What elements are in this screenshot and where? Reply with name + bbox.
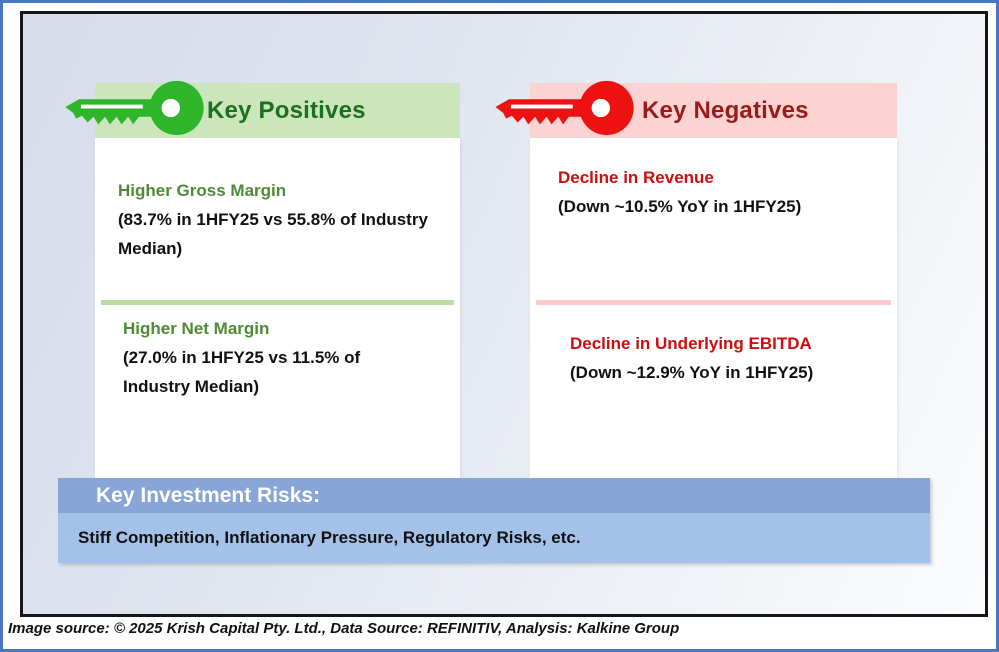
risks-header-text: Key Investment Risks: xyxy=(96,483,321,507)
risks-detail-text: Stiff Competition, Inflationary Pressure… xyxy=(78,528,581,547)
risks-body-banner: Stiff Competition, Inflationary Pressure… xyxy=(58,513,930,563)
negatives-card: Decline in Revenue (Down ~10.5% YoY in 1… xyxy=(530,138,897,478)
negative-item: Decline in Revenue (Down ~10.5% YoY in 1… xyxy=(558,163,888,221)
positive-item: Higher Net Margin (27.0% in 1HFY25 vs 11… xyxy=(123,314,409,401)
risks-header-banner: Key Investment Risks: xyxy=(58,478,930,513)
positive-item-title: Higher Net Margin xyxy=(123,319,270,338)
negatives-header: Key Negatives xyxy=(642,96,809,124)
green-key-icon xyxy=(65,80,204,136)
negative-item-detail: (Down ~10.5% YoY in 1HFY25) xyxy=(558,197,802,216)
positives-header: Key Positives xyxy=(207,96,366,124)
negative-item-title: Decline in Underlying EBITDA xyxy=(570,334,812,353)
negative-item-detail: (Down ~12.9% YoY in 1HFY25) xyxy=(570,363,814,382)
green-divider xyxy=(101,300,454,305)
positives-card: Higher Gross Margin (83.7% in 1HFY25 vs … xyxy=(95,138,460,478)
positive-item-detail: (27.0% in 1HFY25 vs 11.5% of Industry Me… xyxy=(123,348,361,396)
positive-item-title: Higher Gross Margin xyxy=(118,181,287,200)
image-source-note: Image source: © 2025 Krish Capital Pty. … xyxy=(8,620,680,637)
positive-item: Higher Gross Margin (83.7% in 1HFY25 vs … xyxy=(118,176,454,263)
red-key-icon xyxy=(495,80,634,136)
positive-item-detail: (83.7% in 1HFY25 vs 55.8% of Industry Me… xyxy=(118,210,428,258)
pink-divider xyxy=(536,300,891,305)
negative-item: Decline in Underlying EBITDA (Down ~12.9… xyxy=(570,329,900,387)
negative-item-title: Decline in Revenue xyxy=(558,168,714,187)
